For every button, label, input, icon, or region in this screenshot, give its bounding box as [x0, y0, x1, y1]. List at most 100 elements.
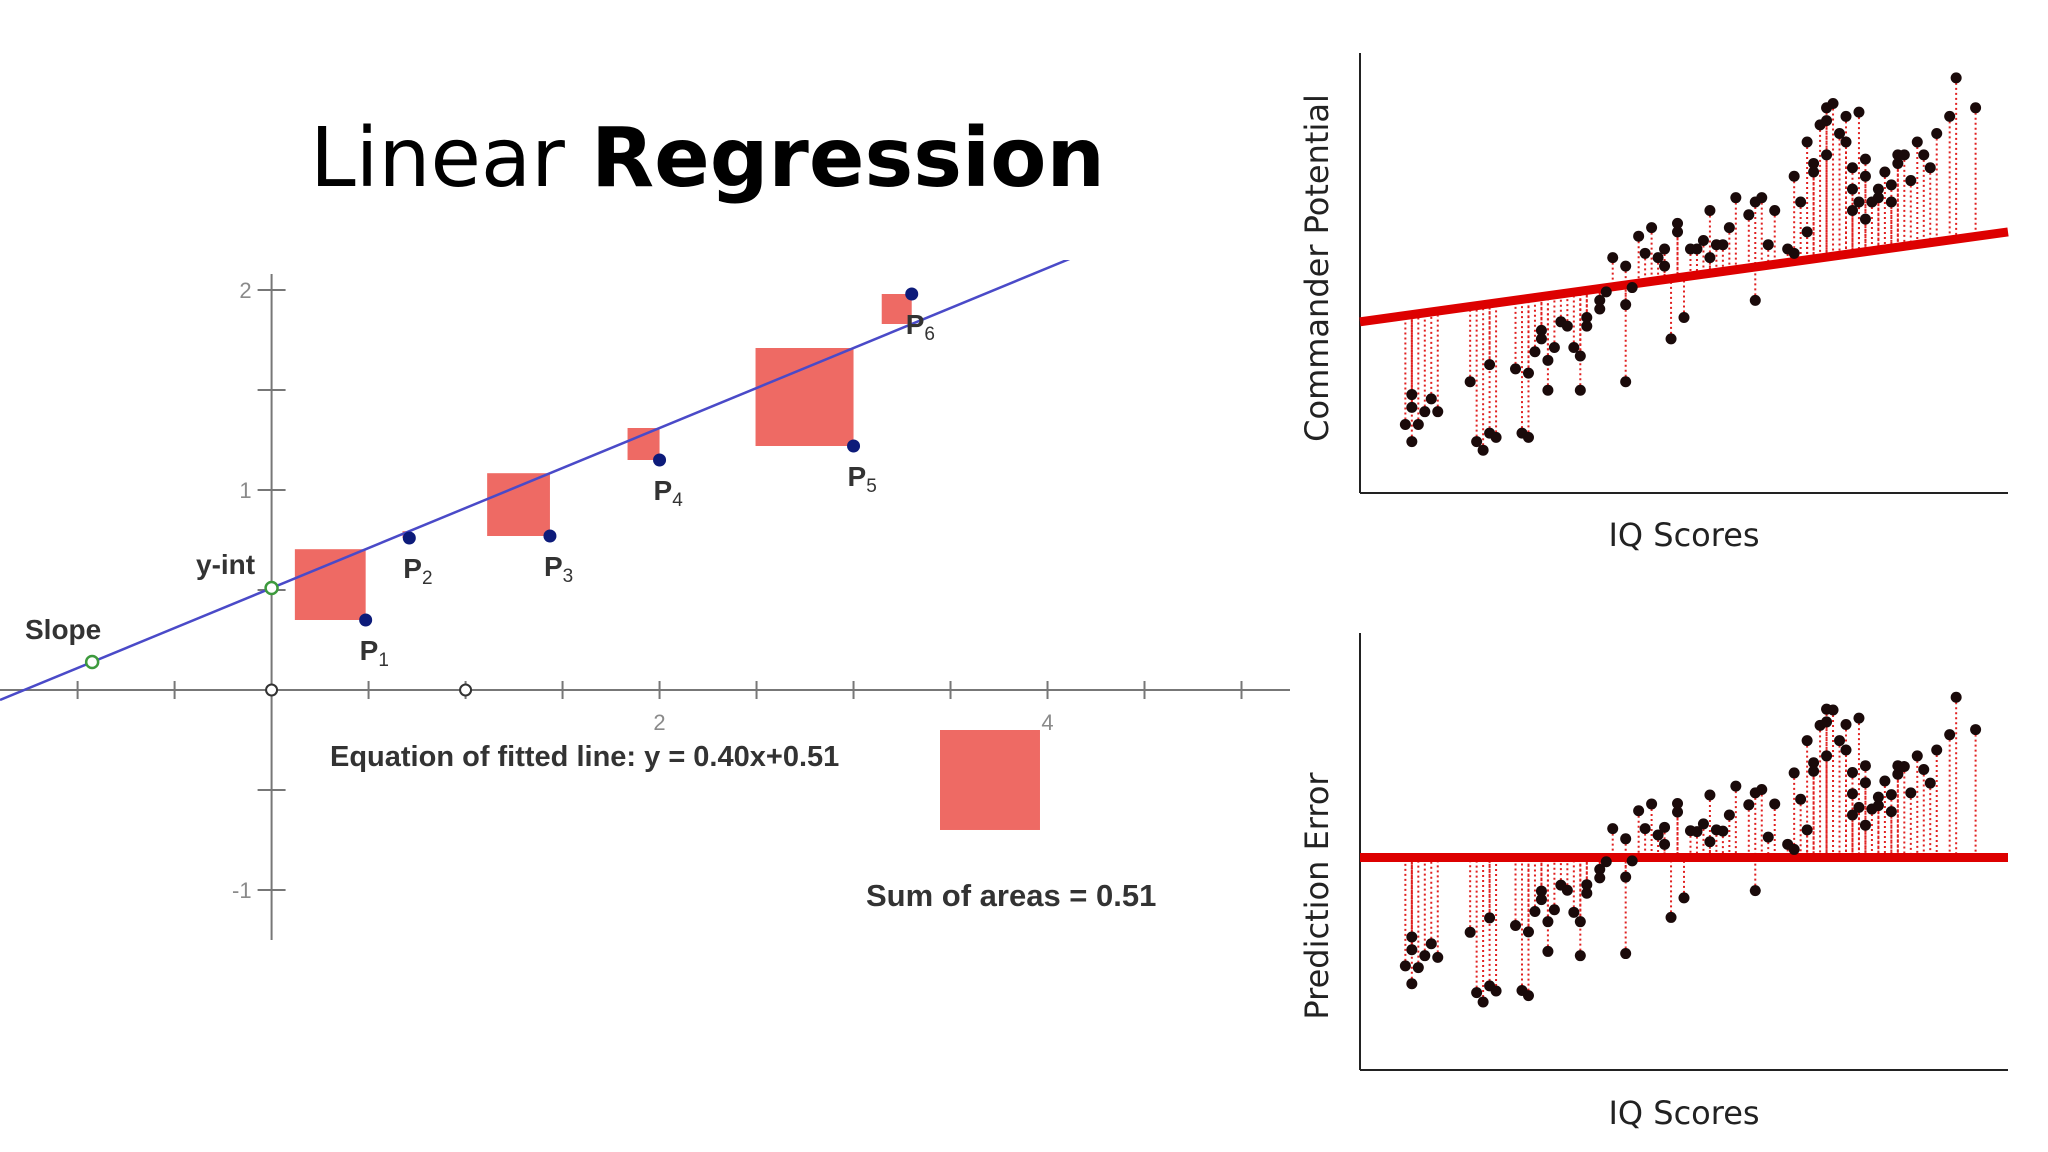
data-point — [1872, 183, 1884, 195]
residual-lines — [1404, 77, 1977, 451]
point-label: P4 — [654, 475, 684, 511]
regression-line-path — [1359, 227, 2009, 327]
data-point — [1801, 226, 1813, 238]
data-point — [1846, 788, 1858, 800]
data-point — [1542, 945, 1554, 957]
prediction-error-chart: Prediction Error IQ Scores — [1298, 633, 2008, 1132]
sum-of-areas-text: Sum of areas = 0.51 — [866, 878, 1156, 913]
data-point — [1646, 222, 1658, 234]
data-point — [1931, 127, 1943, 139]
data-point — [1821, 115, 1833, 127]
data-point — [1853, 106, 1865, 118]
data-points — [84, 287, 919, 697]
data-point — [1749, 885, 1761, 897]
data-point — [1574, 350, 1586, 362]
data-point — [1620, 260, 1632, 272]
data-point — [1846, 809, 1858, 821]
data-point — [1620, 871, 1632, 883]
data-point — [1827, 98, 1839, 110]
yint-label: y-int — [196, 549, 255, 580]
data-point — [1859, 760, 1871, 772]
data-point — [1581, 879, 1593, 891]
data-point — [1633, 230, 1645, 242]
slope-point — [84, 654, 100, 670]
data-point — [1633, 805, 1645, 817]
data-point — [1756, 784, 1768, 795]
sum-of-areas-square — [940, 730, 1040, 830]
axes: 2 4 2 1 -1 — [0, 274, 1290, 940]
data-point — [1808, 757, 1820, 769]
y-tick-label: 2 — [239, 278, 251, 303]
point-label: P5 — [848, 461, 877, 497]
data-point — [1574, 916, 1586, 928]
data-point — [1808, 166, 1820, 178]
data-point — [1872, 192, 1884, 204]
data-point — [1944, 110, 1956, 122]
data-point — [1788, 247, 1800, 259]
data-point — [1834, 735, 1846, 747]
data-point — [1918, 764, 1930, 776]
data-point — [1743, 799, 1755, 811]
data-point — [1561, 320, 1573, 332]
data-point — [1399, 960, 1411, 972]
data-point — [1795, 196, 1807, 208]
data-points — [1399, 691, 1982, 1008]
data-point — [1490, 431, 1502, 443]
data-point — [1697, 234, 1709, 246]
data-point — [1432, 951, 1444, 963]
data-point — [1464, 376, 1476, 388]
x-axis-label: IQ Scores — [1608, 1094, 1759, 1132]
data-point — [1769, 205, 1781, 217]
data-point — [1639, 823, 1651, 835]
data-point — [1678, 312, 1690, 324]
x-tick-label: 4 — [1041, 710, 1053, 735]
data-points — [1399, 72, 1982, 456]
data-point — [1821, 750, 1833, 762]
data-point — [1406, 978, 1418, 990]
data-point — [1659, 821, 1671, 833]
data-point — [1795, 793, 1807, 805]
data-point — [1840, 136, 1852, 148]
data-point — [1788, 170, 1800, 182]
data-point — [1859, 819, 1871, 831]
data-point — [1723, 222, 1735, 234]
data-point — [1859, 777, 1871, 789]
data-point — [1821, 716, 1833, 728]
residual-square — [881, 294, 912, 324]
residual-squares — [294, 294, 1040, 830]
data-point — [1885, 179, 1897, 191]
data-point — [1652, 252, 1664, 264]
data-point — [1535, 333, 1547, 345]
data-point — [1723, 809, 1735, 821]
data-point — [1626, 855, 1638, 867]
data-point — [1594, 872, 1606, 884]
data-point — [1846, 183, 1858, 195]
data-point — [1846, 162, 1858, 174]
equation-text: Equation of fitted line: y = 0.40x+0.51 — [330, 741, 839, 773]
data-point — [1594, 294, 1606, 306]
data-point — [1885, 789, 1897, 801]
data-point — [1419, 950, 1431, 962]
data-point — [1743, 209, 1755, 221]
data-point — [1885, 806, 1897, 818]
data-point — [1639, 247, 1651, 259]
data-point — [402, 531, 416, 545]
data-point — [1412, 419, 1424, 431]
data-point — [1522, 367, 1534, 379]
title-bold: Regression — [590, 111, 1105, 206]
data-point — [1406, 401, 1418, 413]
data-point — [1821, 149, 1833, 161]
data-point — [1672, 217, 1684, 229]
data-point — [1510, 920, 1522, 931]
data-point — [1419, 406, 1431, 418]
data-point — [1471, 987, 1483, 999]
data-point — [1846, 767, 1858, 778]
data-point — [543, 529, 557, 543]
chart-annotations: Slope y-int Equation of fitted line: y = 0… — [25, 549, 1156, 913]
data-point — [1406, 944, 1418, 956]
data-point — [1581, 887, 1593, 899]
data-point — [1568, 906, 1580, 918]
data-point — [1542, 916, 1554, 928]
data-point — [1399, 419, 1411, 431]
data-point — [1406, 436, 1418, 448]
